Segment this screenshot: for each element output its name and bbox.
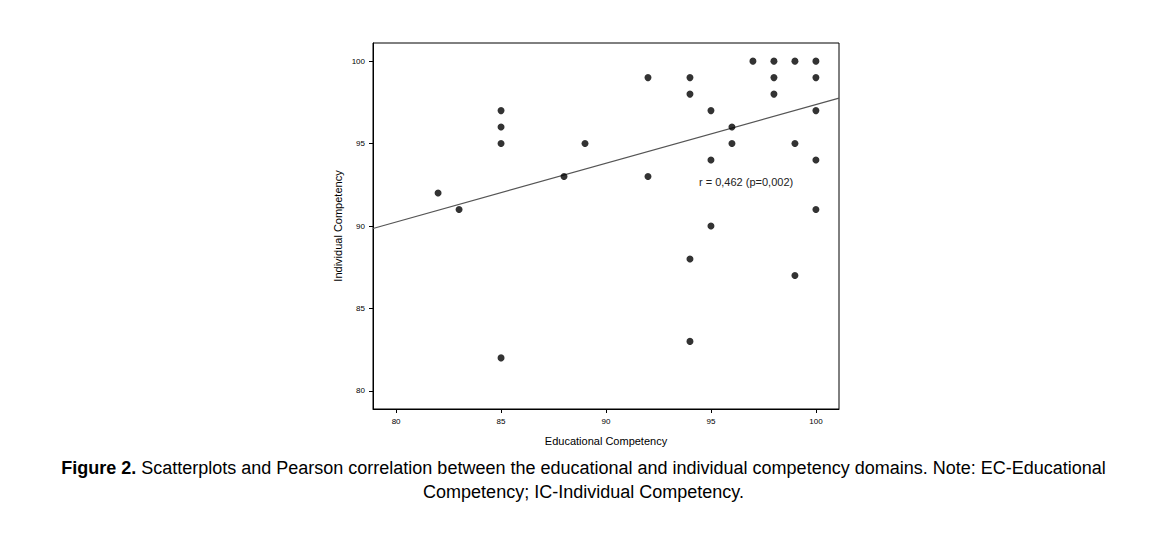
svg-text:90: 90 bbox=[356, 222, 365, 231]
svg-text:80: 80 bbox=[392, 417, 401, 426]
html-text:Figure 2. Scatterplots and Pea: Figure 2. Scatterplots and Pearson corre… bbox=[61, 458, 1106, 502]
svg-text:100: 100 bbox=[809, 417, 823, 426]
svg-text:Individual Competency: Individual Competency bbox=[332, 170, 344, 282]
svg-text:80: 80 bbox=[356, 386, 365, 395]
svg-text:90: 90 bbox=[602, 417, 611, 426]
svg-text:Educational Competency: Educational Competency bbox=[545, 435, 668, 447]
svg-text:95: 95 bbox=[707, 417, 716, 426]
svg-text:85: 85 bbox=[356, 304, 365, 313]
svg-text:95: 95 bbox=[356, 139, 365, 148]
svg-text:100: 100 bbox=[352, 57, 366, 66]
svg-text:r = 0,462 (p=0,002): r = 0,462 (p=0,002) bbox=[699, 176, 793, 188]
svg-text:85: 85 bbox=[497, 417, 506, 426]
